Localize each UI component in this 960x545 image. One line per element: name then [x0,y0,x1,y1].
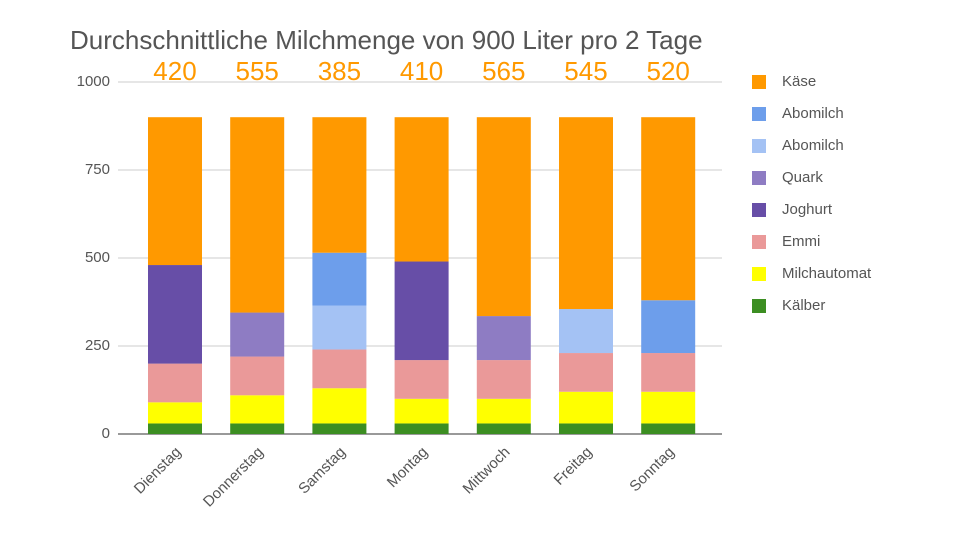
legend-swatch [752,107,766,121]
bar-segment [394,360,449,399]
value-label: 410 [400,56,443,86]
bar-segment [476,360,531,399]
bar-segment [312,423,367,434]
value-label: 565 [482,56,525,86]
bar-segment [641,391,696,424]
bar-segment [476,117,531,317]
bar-segment [641,353,696,392]
legend-swatch [752,235,766,249]
bar-segment [148,265,202,364]
legend-label: Kälber [782,297,825,314]
legend-label: Milchautomat [782,265,872,282]
x-tick-label: Dienstag [131,444,185,498]
legend-label: Quark [782,169,823,186]
bar-segment [312,117,367,253]
legend-swatch [752,75,766,89]
bar-segment [312,388,367,424]
legend-label: Emmi [782,233,820,250]
bar-segment [559,309,613,354]
value-label: 385 [318,56,361,86]
x-tick-label: Montag [384,444,431,491]
bar-segment [476,423,531,434]
x-tick-label: Donnerstag [200,444,267,511]
x-tick-label: Sonntag [626,444,678,496]
bar-segment [641,117,696,301]
bar-segment [312,252,367,306]
value-label: 420 [153,56,196,86]
bar-segment [312,349,367,389]
bar-segment [148,402,202,424]
bar-segment [476,398,531,424]
legend-label: Abomilch [782,137,844,154]
value-label: 520 [647,56,690,86]
legend-label: Abomilch [782,105,844,122]
y-tick-label: 500 [85,249,110,266]
x-tick-label: Samstag [295,444,349,498]
bar-segment [559,353,613,392]
bar-segment [394,423,449,434]
bar-segment [230,395,285,424]
legend-swatch [752,203,766,217]
chart-title: Durchschnittliche Milchmenge von 900 Lit… [70,25,703,55]
bar-segment [394,261,449,361]
bar-segment [559,391,613,424]
y-tick-label: 750 [85,161,110,178]
bar-segment [641,300,696,354]
value-label: 545 [564,56,607,86]
legend-swatch [752,267,766,281]
bar-segment [641,423,696,434]
legend-swatch [752,171,766,185]
y-tick-label: 0 [102,425,110,442]
bar-segment [312,305,367,350]
bar-segment [230,356,285,396]
legend-swatch [752,299,766,313]
bar-segment [148,423,202,434]
legend-swatch [752,139,766,153]
bar-segment [394,117,449,262]
bar-segment [148,117,202,266]
bar-segment [148,363,202,403]
bar-segment [230,423,285,434]
bar-segment [559,117,613,310]
bar-segment [476,316,531,361]
x-tick-label: Mittwoch [460,444,514,498]
legend-label: Joghurt [782,201,833,218]
bar-segment [230,312,285,357]
y-tick-label: 250 [85,337,110,354]
legend-label: Käse [782,73,816,90]
x-tick-label: Freitag [551,444,596,489]
bar-segment [394,398,449,424]
bar-segment [559,423,613,434]
value-label: 555 [236,56,279,86]
bar-segment [230,117,285,313]
y-tick-label: 1000 [77,73,110,90]
